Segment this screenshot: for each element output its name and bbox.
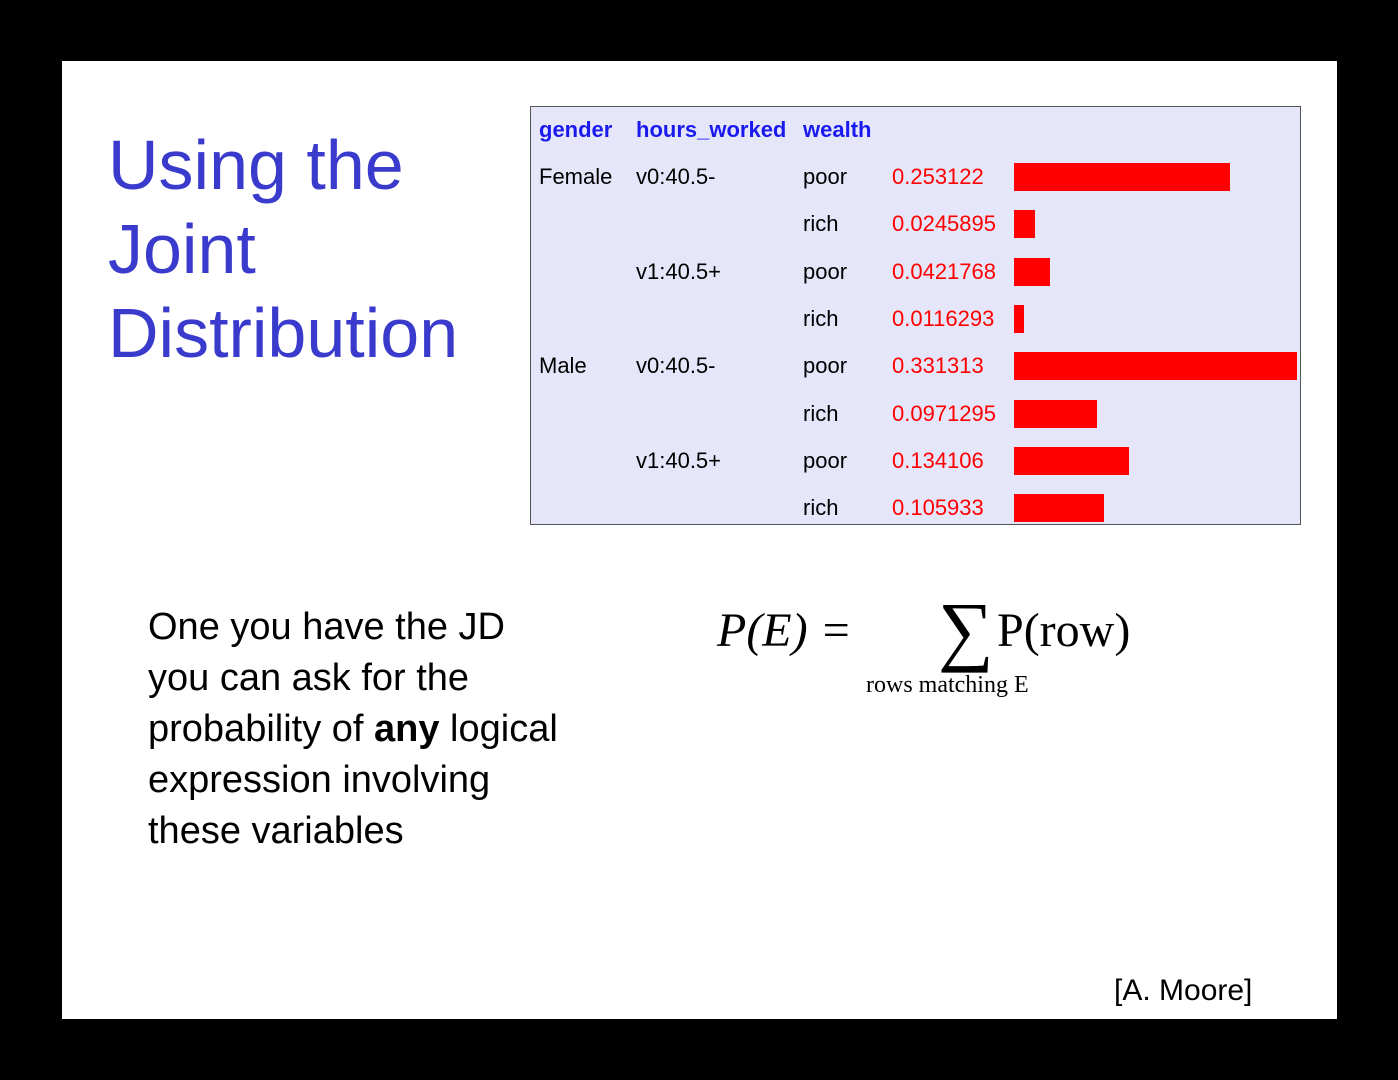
cell-hours-worked: v0:40.5-: [636, 353, 716, 379]
body-text: One you have the JD you can ask for the …: [148, 602, 648, 857]
cell-hours-worked: v1:40.5+: [636, 447, 722, 473]
table-row: v1:40.5+ poor 0.134106: [531, 446, 1300, 476]
cell-gender: Male: [539, 353, 587, 379]
cell-wealth: rich: [803, 495, 839, 521]
table-row: rich 0.105933: [531, 493, 1300, 523]
cell-probability: 0.331313: [892, 353, 984, 379]
body-line-1: One you have the JD: [148, 606, 505, 648]
probability-formula: P(E) = ∑ P(row) rows matching E: [712, 586, 1192, 711]
probability-bar: [1014, 352, 1297, 381]
cell-probability: 0.0971295: [892, 400, 996, 426]
formula-lhs: P(E) =: [717, 604, 852, 657]
header-hours-worked: hours_worked: [636, 117, 787, 142]
slide-title: Using the Joint Distribution: [108, 123, 508, 375]
table-header: gender hours_worked wealth: [531, 115, 1300, 145]
cell-wealth: rich: [803, 305, 839, 331]
cell-probability: 0.0116293: [892, 305, 995, 331]
cell-hours-worked: v0:40.5-: [636, 164, 716, 189]
table-row: Male v0:40.5- poor 0.331313: [531, 351, 1300, 381]
table-row: Female v0:40.5- poor 0.253122: [531, 162, 1300, 192]
cell-probability: 0.105933: [892, 495, 984, 521]
cell-probability: 0.134106: [892, 447, 984, 473]
body-line-3: probability of any logical: [148, 704, 648, 755]
table-row: rich 0.0971295: [531, 399, 1300, 429]
body-line-3-pre: probability of: [148, 708, 375, 750]
probability-bar: [1014, 210, 1035, 239]
probability-bar: [1014, 257, 1050, 286]
cell-wealth: rich: [803, 400, 839, 426]
cell-wealth: poor: [803, 447, 848, 473]
body-line-5: these variables: [148, 810, 404, 852]
probability-bar: [1014, 446, 1129, 475]
cell-hours-worked: v1:40.5+: [636, 258, 722, 284]
cell-wealth: poor: [803, 164, 848, 189]
title-line-2: Joint: [108, 210, 256, 288]
cell-probability: 0.0245895: [892, 211, 996, 237]
probability-bar: [1014, 304, 1024, 333]
title-line-3: Distribution: [108, 294, 459, 372]
cell-wealth: rich: [803, 211, 839, 237]
cell-probability: 0.253122: [892, 164, 984, 189]
body-line-4: expression involving: [148, 759, 491, 801]
cell-gender: Female: [539, 164, 613, 189]
header-gender: gender: [539, 117, 613, 142]
table-row: rich 0.0245895: [531, 209, 1300, 239]
probability-bar: [1014, 494, 1104, 523]
header-wealth: wealth: [803, 117, 872, 142]
sum-symbol: ∑: [938, 586, 994, 673]
joint-distribution-table: gender hours_worked wealth Female v0:40.5…: [530, 106, 1301, 525]
cell-wealth: poor: [803, 353, 848, 379]
body-line-3-bold: any: [374, 708, 440, 750]
body-line-3-post: logical: [439, 708, 558, 750]
author-credit: [A. Moore]: [1114, 974, 1253, 1007]
table-row: rich 0.0116293: [531, 304, 1300, 334]
title-line-1: Using the: [108, 126, 404, 204]
slide: Using the Joint Distribution gender hour…: [62, 61, 1337, 1019]
cell-wealth: poor: [803, 258, 848, 284]
table-row: v1:40.5+ poor 0.0421768: [531, 257, 1300, 287]
formula-subscript: rows matching E: [866, 672, 1029, 698]
body-line-2: you can ask for the: [148, 657, 470, 699]
probability-bar: [1014, 399, 1097, 428]
formula-rhs: P(row): [997, 604, 1131, 657]
cell-probability: 0.0421768: [892, 258, 996, 284]
probability-bar: [1014, 163, 1230, 191]
